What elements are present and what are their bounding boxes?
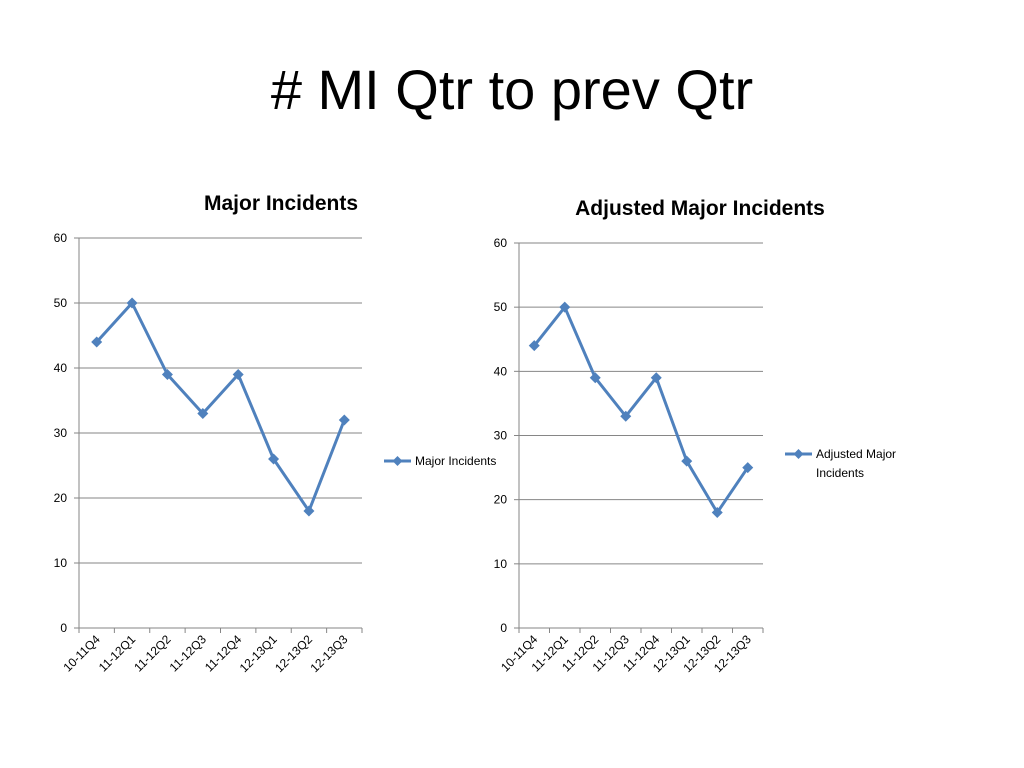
- data-point: [620, 410, 632, 422]
- legend-marker: [392, 456, 403, 466]
- chart-title: Major Incidents: [204, 192, 358, 215]
- data-point: [268, 453, 280, 465]
- series-line: [95, 301, 346, 513]
- data-point: [711, 507, 723, 518]
- data-point: [303, 505, 315, 517]
- data-point: [91, 336, 103, 348]
- legend-marker: [793, 449, 804, 459]
- y-tick-label: 30: [494, 429, 508, 443]
- data-point: [232, 369, 244, 380]
- legend-label-line: Incidents: [816, 466, 864, 480]
- y-tick-label: 50: [494, 300, 508, 314]
- data-point: [589, 372, 601, 384]
- data-point: [338, 414, 350, 426]
- y-tick-label: 0: [60, 621, 67, 635]
- data-point: [681, 455, 693, 467]
- slide-title: # MI Qtr to prev Qtr: [270, 58, 754, 121]
- y-tick-label: 10: [54, 556, 68, 570]
- y-tick-label: 30: [54, 426, 68, 440]
- y-tick-label: 20: [494, 493, 508, 507]
- y-tick-label: 10: [494, 557, 508, 571]
- data-point: [528, 340, 540, 352]
- legend-label: Major Incidents: [415, 454, 496, 468]
- y-tick-label: 20: [54, 491, 68, 505]
- data-point: [742, 462, 754, 474]
- data-point: [559, 301, 571, 313]
- y-tick-label: 0: [500, 621, 507, 635]
- legend-label-line: Adjusted Major: [816, 447, 896, 461]
- series-line: [533, 305, 749, 514]
- data-point: [126, 297, 138, 309]
- data-point: [197, 408, 209, 419]
- data-point: [161, 369, 173, 380]
- y-tick-label: 60: [494, 236, 508, 250]
- legend-label: Adjusted Major Incidents: [816, 447, 896, 480]
- y-tick-label: 40: [54, 361, 68, 375]
- y-tick-label: 60: [54, 231, 68, 245]
- y-tick-label: 40: [494, 364, 508, 378]
- data-point: [650, 372, 662, 384]
- chart-title: Adjusted Major Incidents: [575, 197, 825, 220]
- y-tick-label: 50: [54, 296, 68, 310]
